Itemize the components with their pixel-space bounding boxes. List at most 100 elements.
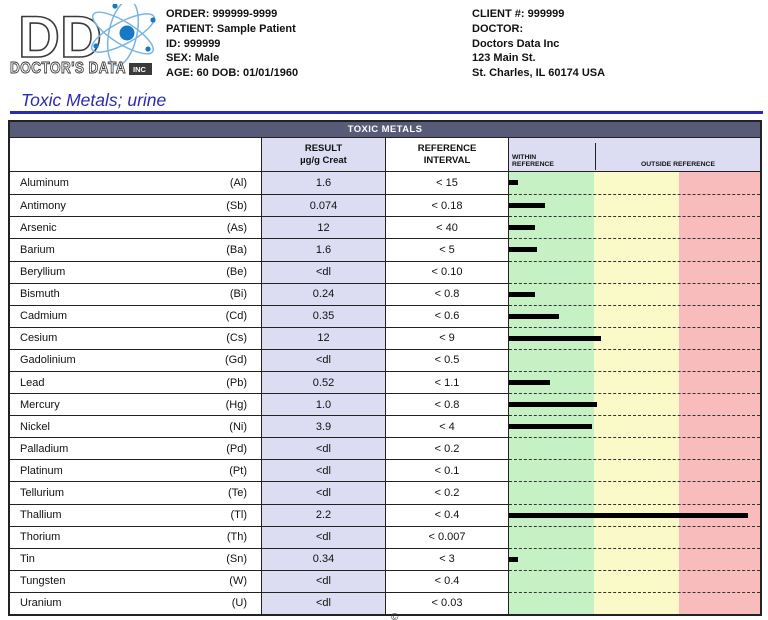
metal-symbol: (Al) <box>229 177 247 190</box>
metal-symbol: (Ni) <box>229 420 247 433</box>
reference-value: < 5 <box>439 243 455 256</box>
reference-cell: < 40 <box>386 216 509 239</box>
reference-value: < 0.8 <box>434 398 460 411</box>
result-cell: <dl <box>262 525 386 548</box>
reference-range-cell <box>509 216 760 239</box>
outside-reference-label: OUTSIDE REFERENCE <box>640 161 716 169</box>
info-line: Doctors Data Inc <box>472 37 560 50</box>
metal-name: Palladium <box>20 442 69 455</box>
reference-cell: < 0.4 <box>386 569 509 592</box>
reference-range-cell <box>509 459 760 482</box>
result-cell: 0.52 <box>262 370 386 394</box>
table-banner: TOXIC METALS <box>10 122 760 138</box>
reference-value: < 3 <box>439 553 455 566</box>
reference-range-cell <box>509 282 760 305</box>
reference-cell: < 0.03 <box>386 591 509 614</box>
result-cell: 0.35 <box>262 304 386 327</box>
reference-cell: < 15 <box>386 172 509 195</box>
info-line: ID: 999999 <box>166 37 221 50</box>
metal-symbol: (Bi) <box>229 288 247 301</box>
table-header-row: RESULT µg/g Creat REFERENCE INTERVAL WIT… <box>10 138 760 173</box>
table-row: Platinum (Pt) <dl < 0.1 <box>10 459 760 482</box>
metal-symbol: (Be) <box>226 266 247 279</box>
result-bar <box>509 291 536 297</box>
reference-range-cell <box>509 481 760 504</box>
reference-value: < 0.8 <box>434 288 460 301</box>
logo-monogram-d1: D <box>18 5 60 70</box>
result-bar <box>509 512 748 518</box>
within-line2: REFERENCE <box>512 161 554 169</box>
logo-inc-badge: INC <box>133 65 147 74</box>
metal-name: Nickel <box>20 420 50 433</box>
metal-name: Uranium <box>20 597 62 610</box>
reference-cell: < 4 <box>386 415 509 438</box>
reference-value: < 1.1 <box>434 376 460 389</box>
reference-range-cell <box>509 260 760 283</box>
metal-symbol: (Pd) <box>226 442 247 455</box>
reference-range-cell <box>509 238 760 261</box>
metal-symbol: (Th) <box>226 531 247 544</box>
reference-value: < 0.03 <box>431 597 463 610</box>
metal-name-cell: Palladium (Pd) <box>10 437 262 460</box>
reference-value: < 0.4 <box>434 509 460 522</box>
metal-name: Cadmium <box>20 310 68 323</box>
metal-name: Lead <box>20 376 45 389</box>
result-cell: 3.9 <box>262 415 386 438</box>
result-cell: 0.074 <box>262 194 386 217</box>
metal-name-cell: Lead (Pb) <box>10 370 262 394</box>
result-bar <box>509 402 597 408</box>
info-line: CLIENT #: 999999 <box>472 8 565 20</box>
metal-name: Bismuth <box>20 288 60 301</box>
reference-value: < 40 <box>436 221 458 234</box>
header-result-line2: µg/g Creat <box>300 154 347 166</box>
metal-symbol: (Sn) <box>226 553 247 566</box>
metal-symbol: (Cd) <box>225 310 247 323</box>
result-cell: 12 <box>262 216 386 239</box>
result-value: <dl <box>316 464 331 477</box>
metal-name-cell: Tungsten (W) <box>10 569 262 592</box>
result-cell: 1.6 <box>262 172 386 195</box>
reference-zone-divider <box>595 143 596 171</box>
metal-symbol: (W) <box>229 575 247 588</box>
reference-range-cell <box>509 547 760 570</box>
result-bar <box>509 203 545 209</box>
reference-cell: < 1.1 <box>386 370 509 394</box>
result-value: 0.52 <box>312 376 335 389</box>
metal-name-cell: Gadolinium (Gd) <box>10 348 262 371</box>
header-reference-line1: REFERENCE <box>417 143 477 154</box>
info-line: PATIENT: Sample Patient <box>166 22 296 35</box>
table-row: Tin (Sn) 0.34 < 3 <box>10 547 760 570</box>
reference-range-cell <box>509 194 760 217</box>
logo-brand-text: DOCTOR'S DATA <box>10 60 126 77</box>
reference-value: < 0.6 <box>434 310 460 323</box>
reference-cell: < 0.1 <box>386 459 509 482</box>
client-info-block: CLIENT #: 999999 DOCTOR: Doctors Data Inc 1… <box>472 7 605 81</box>
metal-name-cell: Tellurium (Te) <box>10 481 262 504</box>
doctors-data-logo: D D DOCTOR'S DATA INC <box>10 4 156 77</box>
result-bar <box>509 379 550 385</box>
metal-symbol: (Cs) <box>226 332 247 345</box>
result-value: <dl <box>316 575 331 588</box>
table-row: Thorium (Th) <dl < 0.007 <box>10 525 760 548</box>
metal-name-cell: Aluminum (Al) <box>10 172 262 195</box>
table-row: Nickel (Ni) 3.9 < 4 <box>10 415 760 438</box>
reference-range-cell <box>509 415 760 438</box>
table-row: Palladium (Pd) <dl < 0.2 <box>10 437 760 460</box>
reference-cell: < 3 <box>386 547 509 570</box>
reference-value: < 0.1 <box>434 464 460 477</box>
result-value: 0.074 <box>309 199 338 212</box>
order-info-block: ORDER: 999999-9999 PATIENT: Sample Patien… <box>166 7 298 81</box>
result-value: <dl <box>316 531 331 544</box>
result-cell: 0.34 <box>262 547 386 570</box>
reference-cell: < 0.5 <box>386 348 509 371</box>
reference-value: < 4 <box>439 420 455 433</box>
metal-name: Mercury <box>20 398 60 411</box>
result-cell: <dl <box>262 260 386 283</box>
info-line: St. Charles, IL 60174 USA <box>472 67 606 80</box>
table-row: Bismuth (Bi) 0.24 < 0.8 <box>10 282 760 305</box>
metal-symbol: (Sb) <box>226 199 247 212</box>
result-cell: 2.2 <box>262 503 386 526</box>
metal-name: Thallium <box>20 509 62 522</box>
metal-name-cell: Mercury (Hg) <box>10 393 262 416</box>
within-line1: WITHIN <box>512 153 537 161</box>
